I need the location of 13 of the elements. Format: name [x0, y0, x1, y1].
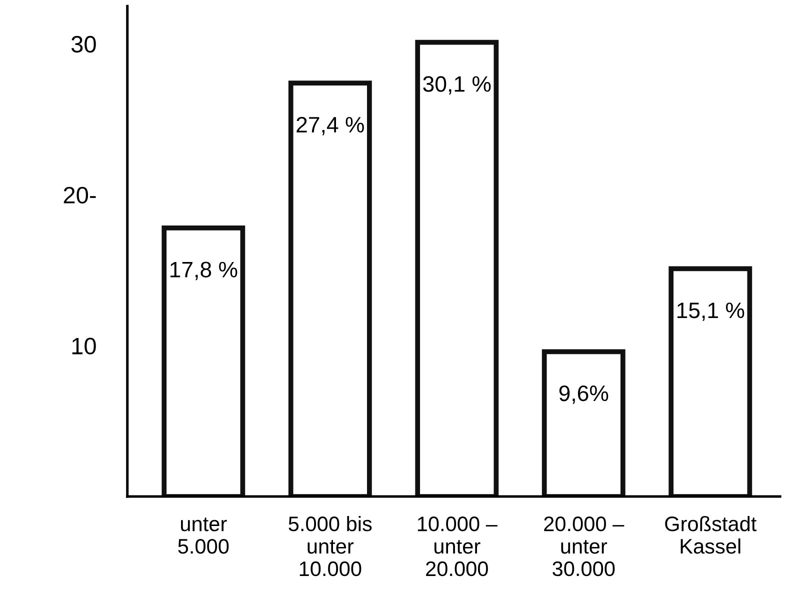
data-label: 30,1 % [423, 76, 491, 94]
x-tick-label: 10.000 – unter 20.000 [418, 516, 498, 576]
x-tick-label: Großstadt Kassel [665, 516, 757, 554]
data-label: 27,4 % [296, 116, 364, 136]
x-tick-label: unter 5.000 [178, 518, 229, 554]
y-tick-label: 20- [64, 186, 96, 204]
y-tick-label: 10 [72, 338, 96, 354]
data-label: 15,1 % [677, 302, 744, 321]
data-label: 17,8 % [170, 262, 238, 280]
y-tick-label: 30 [71, 36, 96, 53]
data-label: 9,6% [559, 385, 608, 404]
x-tick-label: 20.000 – unter 30.000 [544, 516, 624, 576]
x-tick-label: 5.000 bis unter 10.000 [288, 516, 372, 576]
